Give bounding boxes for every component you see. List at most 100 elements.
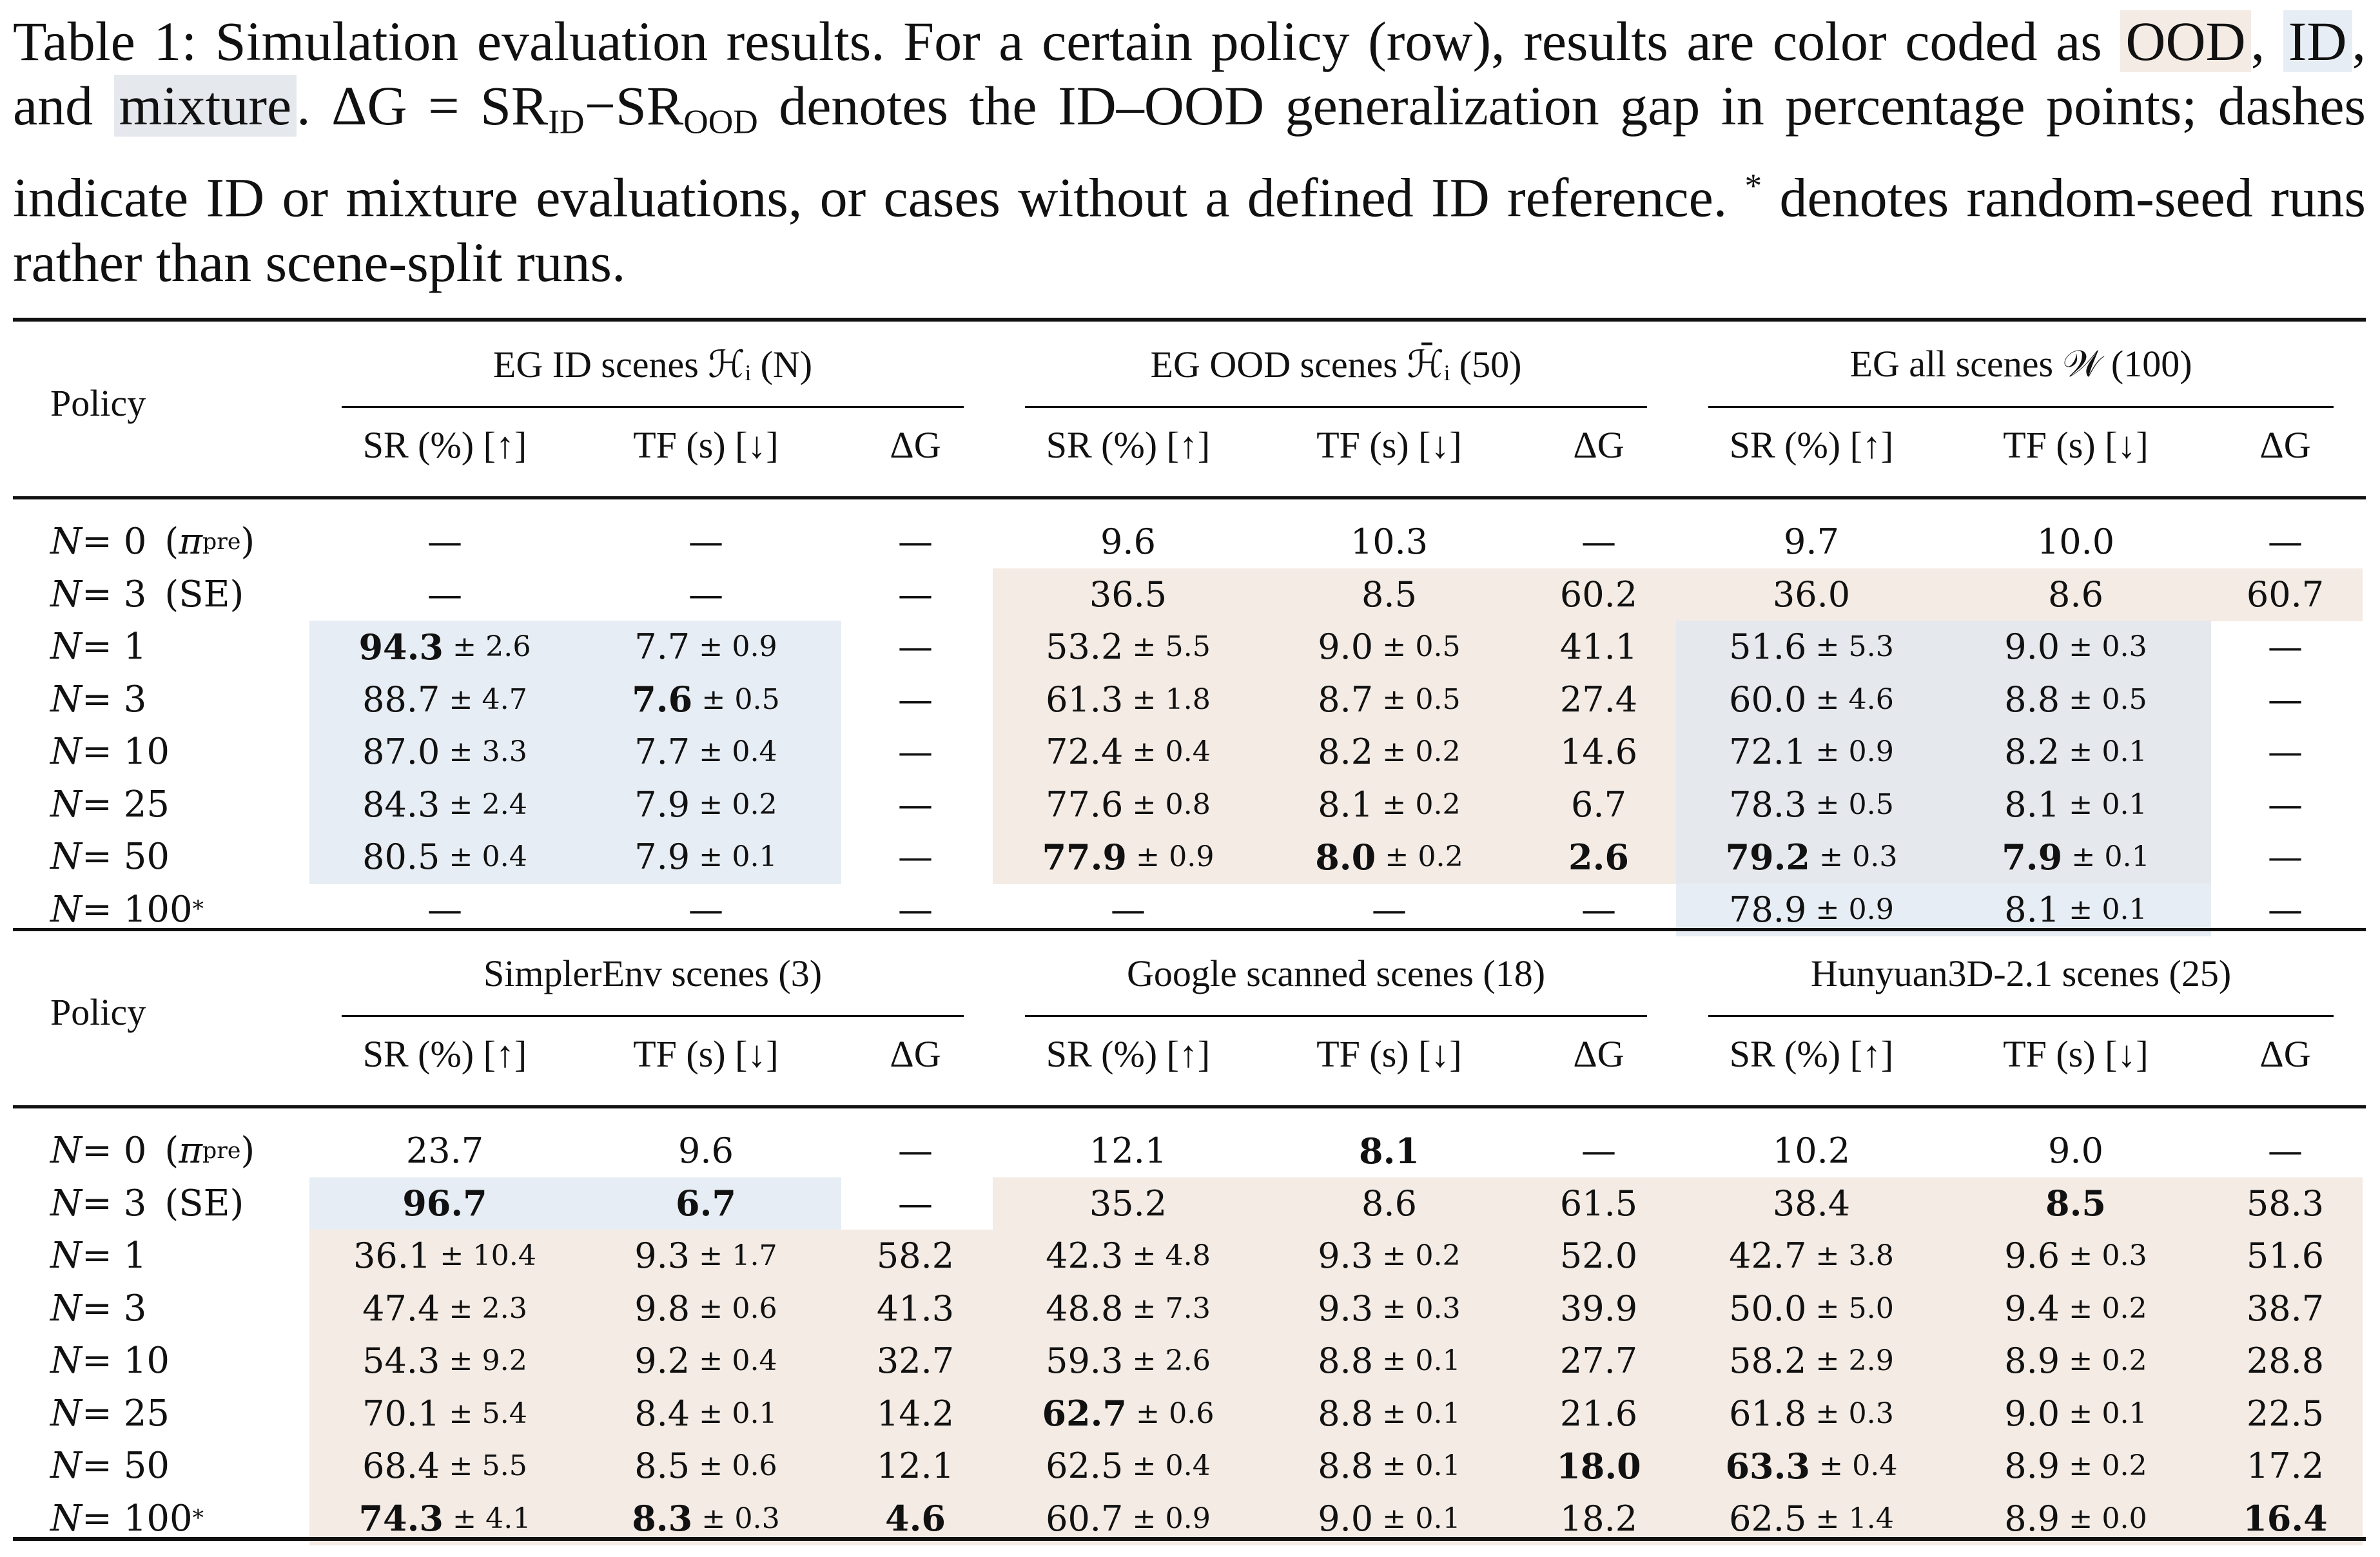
cell-value: 7.7 xyxy=(634,731,690,773)
table-cell: 9.6 xyxy=(577,1125,835,1177)
policy-label: N = 3 (SE) xyxy=(50,573,244,615)
column-header: ΔG xyxy=(890,423,941,466)
table-cell: — xyxy=(577,516,835,568)
table-cell: 9.3 ± 0.3 xyxy=(1260,1282,1518,1335)
cell-highlight xyxy=(1676,1492,1960,1545)
cell-highlight xyxy=(1521,1335,1676,1388)
cell-std: ± 4.1 xyxy=(452,1502,531,1535)
cell-value: 7.7 xyxy=(634,626,690,668)
cell-std: ± 0.3 xyxy=(1819,840,1898,874)
table-cell: 42.3 ± 4.8 xyxy=(993,1230,1263,1282)
table-cell: 9.0 ± 0.3 xyxy=(1947,621,2205,673)
table-cell: — xyxy=(309,516,580,568)
cell-value: 51.6 xyxy=(1729,626,1807,668)
table-cell: 53.2 ± 5.5 xyxy=(993,621,1263,673)
table-cell: — xyxy=(577,884,835,936)
cell-value: 60.7 xyxy=(1046,1498,1124,1539)
cell-std: ± 0.1 xyxy=(699,1397,777,1430)
id-color-key: ID xyxy=(2283,10,2352,72)
cell-value: 14.2 xyxy=(876,1393,955,1434)
cell-value: 32.7 xyxy=(876,1340,955,1382)
cell-value: 8.5 xyxy=(1361,574,1417,615)
table-cell: 60.2 xyxy=(1528,568,1670,621)
table-cell: 62.5 ± 0.4 xyxy=(993,1440,1263,1493)
group-underline xyxy=(1025,406,1647,408)
cell-value: — xyxy=(898,784,933,825)
table-cell: 63.3 ± 0.4 xyxy=(1676,1440,1947,1493)
table-cell: 8.0 ± 0.2 xyxy=(1260,831,1518,884)
cell-value: 7.9 xyxy=(2002,836,2063,878)
cell-highlight xyxy=(309,1335,593,1388)
table-cell: 79.2 ± 0.3 xyxy=(1676,831,1947,884)
cell-highlight xyxy=(993,673,1276,726)
cell-value: 61.8 xyxy=(1729,1393,1807,1434)
cell-value: 58.2 xyxy=(876,1235,955,1277)
cell-value: — xyxy=(2268,1130,2303,1172)
policy-header: Policy xyxy=(50,382,146,424)
cell-value: — xyxy=(688,521,723,563)
cell-value: 41.3 xyxy=(876,1288,955,1329)
cell-std: ± 0.4 xyxy=(1819,1449,1898,1483)
policy-label: N = 100 * xyxy=(50,1497,204,1540)
cell-highlight xyxy=(993,1230,1276,1283)
cell-highlight xyxy=(1254,1335,1525,1388)
group-header: EG ID scenes ℋᵢ (N) xyxy=(493,343,813,385)
cell-value: — xyxy=(427,889,462,930)
cell-std: ± 2.4 xyxy=(449,788,527,821)
column-header: TF (s) [↓] xyxy=(2003,1032,2149,1075)
cell-highlight xyxy=(1254,568,1525,621)
cell-highlight xyxy=(1521,673,1676,726)
top-rule xyxy=(13,318,2366,322)
cell-std: ± 0.4 xyxy=(1132,1449,1211,1483)
table-cell: 8.4 ± 0.1 xyxy=(577,1388,835,1440)
cell-value: 72.1 xyxy=(1729,731,1807,773)
cell-highlight xyxy=(2208,1282,2363,1335)
cell-std: ± 0.1 xyxy=(2069,735,2147,769)
cell-value: 28.8 xyxy=(2246,1340,2325,1382)
table-cell: 12.1 xyxy=(844,1440,986,1493)
cell-std: ± 0.3 xyxy=(2069,1239,2147,1273)
cell-std: ± 2.9 xyxy=(1815,1344,1894,1378)
table-cell: 60.0 ± 4.6 xyxy=(1676,673,1947,726)
cell-value: 41.1 xyxy=(1559,626,1638,668)
table-cell: 61.8 ± 0.3 xyxy=(1676,1388,1947,1440)
cell-highlight xyxy=(993,778,1276,831)
cell-std: ± 0.3 xyxy=(1382,1291,1461,1325)
table-cell: — xyxy=(844,1177,986,1230)
table-cell: 58.2 xyxy=(844,1230,986,1282)
cell-std: ± 0.5 xyxy=(1382,630,1461,664)
table-cell: 8.8 ± 0.1 xyxy=(1260,1335,1518,1388)
cell-highlight xyxy=(1940,1492,2211,1545)
table-cell: 62.5 ± 1.4 xyxy=(1676,1493,1947,1545)
cell-std: ± 1.8 xyxy=(1132,682,1211,716)
cell-value: 84.3 xyxy=(362,784,440,825)
cell-highlight xyxy=(1254,621,1525,674)
table-cell: — xyxy=(2214,726,2356,778)
cell-value: 94.3 xyxy=(358,626,444,668)
cell-highlight xyxy=(1676,1230,1960,1283)
cell-highlight xyxy=(993,1335,1276,1388)
cell-value: — xyxy=(688,574,723,615)
cell-value: 9.0 xyxy=(2004,1393,2060,1434)
cell-value: 9.6 xyxy=(678,1130,734,1172)
cell-highlight xyxy=(838,1335,993,1388)
cell-value: 80.5 xyxy=(362,837,440,878)
cell-std: ± 0.8 xyxy=(1132,788,1211,821)
cell-value: — xyxy=(2268,731,2303,773)
cell-highlight xyxy=(309,831,593,884)
table-cell: 48.8 ± 7.3 xyxy=(993,1282,1263,1335)
cell-value: 9.4 xyxy=(2004,1288,2060,1329)
header-rule xyxy=(13,496,2366,499)
table-cell: 8.6 xyxy=(1947,568,2205,621)
table-cell: 38.7 xyxy=(2214,1282,2356,1335)
column-header: ΔG xyxy=(1573,423,1624,466)
cell-value: 6.7 xyxy=(1571,784,1626,825)
cell-highlight xyxy=(1254,673,1525,726)
cell-std: ± 0.2 xyxy=(1382,735,1461,769)
table-cell: — xyxy=(2214,621,2356,673)
table-cell: 77.9 ± 0.9 xyxy=(993,831,1263,884)
cell-value: 8.8 xyxy=(2004,679,2060,720)
cell-highlight xyxy=(993,726,1276,779)
table-cell: 8.7 ± 0.5 xyxy=(1260,673,1518,726)
cell-highlight xyxy=(1940,1387,2211,1440)
